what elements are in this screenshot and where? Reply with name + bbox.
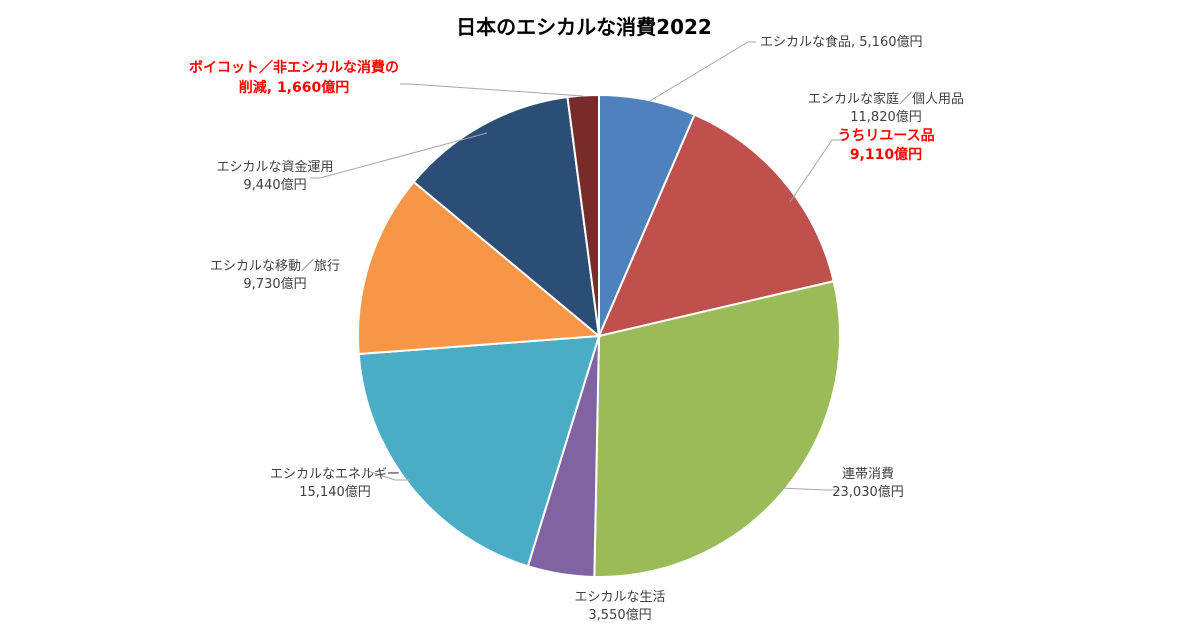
pie-slice-8	[566, 93, 600, 337]
pie-slice-2	[597, 113, 835, 338]
label-energy-name: エシカルなエネルギー	[270, 467, 400, 482]
label-finance-value: 9,440億円	[243, 177, 306, 193]
pie-slice-6	[357, 180, 602, 356]
pie-slice-5	[357, 334, 601, 568]
label-solidarity-name: 連帯消費	[842, 467, 894, 482]
label-life-name: エシカルな生活	[574, 590, 665, 605]
label-travel-name: エシカルな移動／旅行	[210, 259, 340, 274]
pie-slice-7	[412, 95, 601, 339]
pie-slices	[357, 93, 841, 578]
label-food: エシカルな食品, 5,160億円	[760, 34, 922, 50]
label-boycott-value: 削減, 1,660億円	[239, 79, 349, 96]
pie-slice-3	[593, 280, 841, 578]
label-energy-value: 15,140億円	[299, 484, 371, 500]
label-reuse-name: うちリユース品	[837, 128, 934, 144]
leader-line-solidarity	[779, 487, 840, 491]
label-finance-name: エシカルな資金運用	[216, 159, 333, 175]
label-reuse-value: 9,110億円	[850, 146, 922, 163]
leader-line-food	[649, 41, 756, 102]
chart-title: 日本のエシカルな消費2022	[456, 15, 712, 39]
leader-lines	[310, 41, 844, 491]
label-life-value: 3,550億円	[588, 607, 651, 623]
label-travel-value: 9,730億円	[243, 276, 306, 292]
label-household-name: エシカルな家庭／個人用品	[808, 91, 964, 107]
label-boycott-name: ボイコット／非エシカルな消費の	[189, 59, 399, 76]
leader-line-energy	[364, 469, 410, 481]
label-solidarity-value: 23,030億円	[832, 484, 904, 500]
leader-line-household	[789, 139, 844, 203]
leader-line-finance	[310, 132, 488, 179]
leader-line-boycott	[400, 83, 584, 97]
label-household-value: 11,820億円	[850, 109, 922, 125]
slice-labels: エシカルな食品, 5,160億円 エシカルな家庭／個人用品 11,820億円 う…	[189, 34, 964, 623]
